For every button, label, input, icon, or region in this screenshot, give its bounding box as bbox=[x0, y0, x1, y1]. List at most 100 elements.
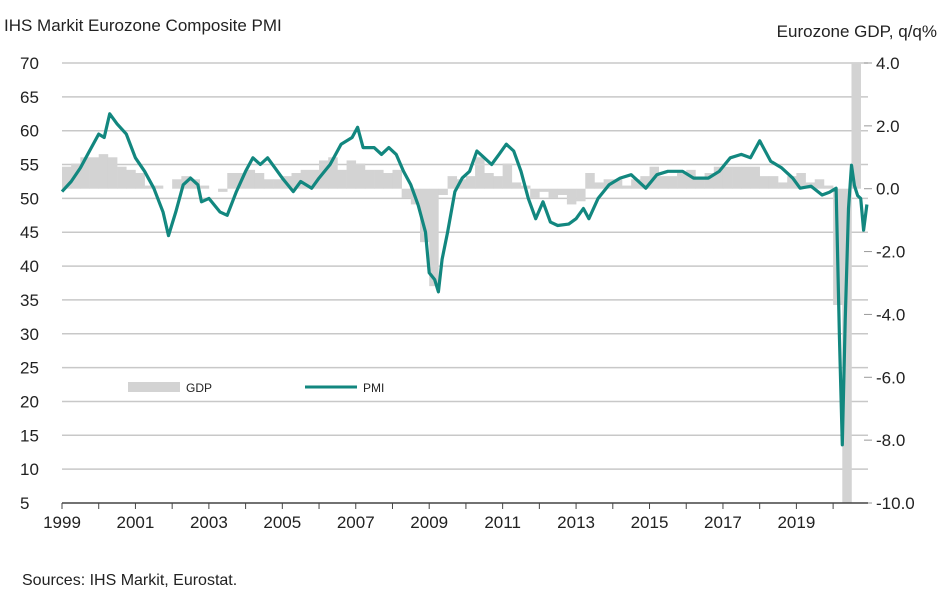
gdp-bar bbox=[842, 188, 852, 503]
y-left-tick-label: 45 bbox=[20, 223, 39, 242]
gdp-bar bbox=[750, 166, 760, 189]
gdp-bar bbox=[227, 173, 237, 189]
gdp-bar bbox=[612, 179, 623, 189]
gdp-bar bbox=[89, 157, 100, 189]
gdp-bar bbox=[631, 179, 641, 189]
gdp-bar bbox=[438, 188, 448, 195]
x-tick-label: 2001 bbox=[117, 513, 155, 532]
y-right-tick-label: -2.0 bbox=[876, 243, 905, 262]
y-left-tick-label: 30 bbox=[20, 325, 39, 344]
gdp-bar bbox=[117, 166, 127, 189]
gdp-bar bbox=[713, 166, 724, 189]
gdp-bar bbox=[80, 157, 90, 189]
gdp-bar bbox=[548, 188, 559, 199]
x-tick-label: 2009 bbox=[410, 513, 448, 532]
gdp-bar bbox=[704, 173, 715, 189]
gdp-bar bbox=[273, 179, 283, 189]
gdp-bar bbox=[456, 179, 467, 189]
gdp-bar bbox=[530, 188, 540, 199]
gdp-bar bbox=[153, 185, 164, 189]
x-tick-label: 2013 bbox=[557, 513, 595, 532]
gdp-bar bbox=[135, 173, 145, 189]
gdp-bar bbox=[218, 188, 228, 192]
gdp-bar bbox=[484, 173, 494, 189]
gdp-bar bbox=[328, 157, 338, 189]
y-right-tick-label: -10.0 bbox=[876, 494, 915, 513]
y-left-tick-label: 15 bbox=[20, 426, 39, 445]
y-left-tick-label: 65 bbox=[20, 88, 39, 107]
gdp-bar bbox=[667, 176, 678, 189]
gdp-bar bbox=[475, 157, 485, 189]
gdp-bar bbox=[511, 182, 522, 189]
x-tick-label: 1999 bbox=[43, 513, 81, 532]
y-right-tick-label: -6.0 bbox=[876, 368, 905, 387]
x-tick-label: 2007 bbox=[337, 513, 375, 532]
y-left-tick-label: 70 bbox=[20, 54, 39, 73]
gdp-bar bbox=[778, 182, 788, 189]
y-left-tick-label: 20 bbox=[20, 392, 39, 411]
y-left-tick-label: 5 bbox=[20, 494, 29, 513]
gdp-bar bbox=[98, 154, 109, 189]
gdp-bar bbox=[823, 185, 834, 189]
y-right-tick-label: 0.0 bbox=[876, 180, 900, 199]
gdp-bar bbox=[199, 185, 210, 189]
gdp-bar bbox=[263, 179, 274, 189]
gdp-bar bbox=[539, 188, 549, 192]
gdp-bar bbox=[172, 179, 182, 189]
gdp-bar bbox=[62, 166, 72, 189]
y-right-tick-label: 4.0 bbox=[876, 54, 900, 73]
y-left-tick-label: 50 bbox=[20, 189, 39, 208]
gdp-bar bbox=[741, 166, 751, 189]
chart-title-left: IHS Markit Eurozone Composite PMI bbox=[4, 16, 282, 35]
y-left-tick-label: 40 bbox=[20, 257, 39, 276]
y-left-tick-label: 55 bbox=[20, 156, 39, 175]
gdp-bar bbox=[300, 169, 311, 189]
gdp-bar bbox=[502, 163, 513, 189]
gdp-bar bbox=[355, 163, 366, 189]
gdp-bar bbox=[420, 188, 430, 243]
gdp-bar bbox=[309, 169, 320, 189]
gdp-bar bbox=[594, 182, 604, 189]
gdp-bar bbox=[144, 185, 155, 189]
pmi-line bbox=[60, 112, 869, 447]
gdp-bar bbox=[254, 173, 265, 189]
gdp-bar bbox=[383, 173, 393, 189]
gdp-bar bbox=[429, 188, 439, 287]
gdp-bar bbox=[245, 169, 256, 189]
x-tick-label: 2003 bbox=[190, 513, 228, 532]
gdp-bar bbox=[695, 179, 705, 189]
gdp-bar bbox=[640, 176, 650, 189]
legend-pmi-label: PMI bbox=[363, 381, 384, 395]
gdp-bar bbox=[759, 176, 770, 189]
gdp-bar bbox=[576, 188, 586, 202]
legend-gdp-label: GDP bbox=[186, 381, 212, 395]
legend-gdp-swatch bbox=[128, 382, 180, 392]
gdp-bar bbox=[768, 176, 779, 189]
gdp-bar bbox=[126, 169, 136, 189]
gdp-bar bbox=[787, 176, 797, 189]
y-right-tick-label: -4.0 bbox=[876, 305, 905, 324]
gdp-bar bbox=[677, 173, 687, 189]
y-left-tick-label: 35 bbox=[20, 291, 39, 310]
gdp-bar bbox=[732, 166, 742, 189]
gdp-bar bbox=[465, 176, 476, 189]
gdp-bar bbox=[686, 169, 696, 189]
x-tick-label: 2019 bbox=[777, 513, 815, 532]
y-left-tick-label: 10 bbox=[20, 460, 39, 479]
gdp-bar bbox=[346, 160, 357, 189]
gdp-bar bbox=[291, 173, 301, 189]
gdp-bar bbox=[447, 176, 458, 189]
chart-title-right: Eurozone GDP, q/q% bbox=[776, 22, 937, 41]
gdp-bar bbox=[851, 63, 861, 189]
x-tick-label: 2015 bbox=[631, 513, 669, 532]
gdp-bar bbox=[658, 176, 669, 189]
gdp-bar bbox=[401, 188, 412, 199]
x-tick-label: 2005 bbox=[263, 513, 301, 532]
gdp-bar bbox=[585, 173, 595, 189]
gdp-bar bbox=[722, 166, 733, 189]
gdp-bar bbox=[796, 173, 806, 189]
y-left-tick-label: 25 bbox=[20, 359, 39, 378]
x-tick-label: 2011 bbox=[484, 513, 521, 532]
gdp-bar bbox=[374, 169, 384, 189]
